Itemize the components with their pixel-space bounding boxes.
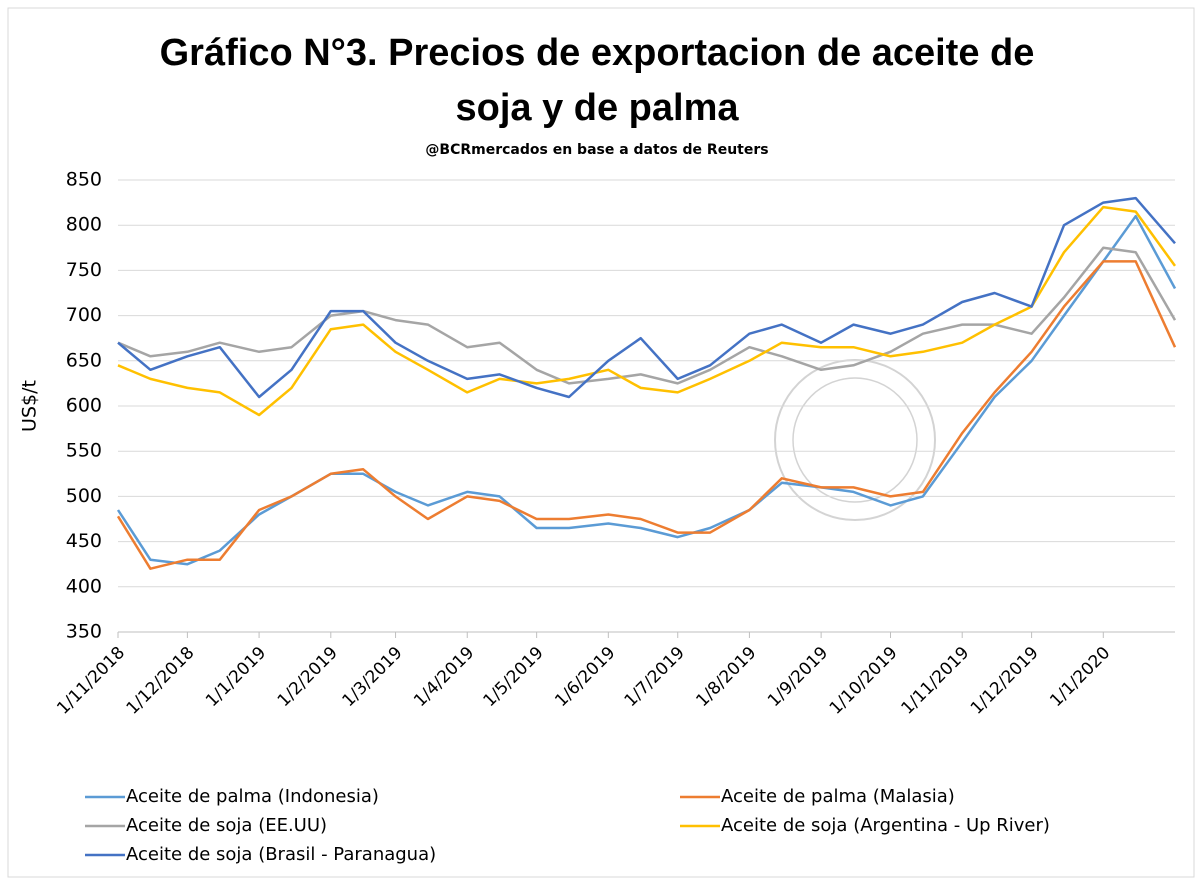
- y-tick-label: 550: [66, 440, 102, 462]
- y-tick-label: 850: [66, 169, 102, 191]
- legend-label: Aceite de soja (EE.UU): [126, 815, 327, 836]
- series-line: [117, 205, 1177, 417]
- legend-label: Aceite de palma (Indonesia): [126, 786, 379, 807]
- y-tick-label: 400: [66, 575, 102, 597]
- legend-label: Aceite de palma (Malasia): [721, 786, 955, 807]
- series-line: [116, 260, 1177, 570]
- legend-label: Aceite de soja (Argentina - Up River): [721, 815, 1050, 836]
- y-tick-label: 750: [66, 259, 102, 281]
- chart-subtitle: @BCRmercados en base a datos de Reuters: [425, 142, 768, 158]
- y-tick-label: 700: [66, 304, 102, 326]
- y-tick-label: 800: [66, 214, 102, 236]
- y-tick-label: 350: [66, 621, 102, 643]
- y-tick-label: 650: [66, 349, 102, 371]
- y-tick-label: 450: [66, 530, 102, 552]
- y-tick-label: 500: [66, 485, 102, 507]
- chart-title-line: soja y de palma: [455, 87, 739, 129]
- chart-frame: [7, 7, 1195, 878]
- chart-title: Gráfico N°3. Precios de exportacion de a…: [160, 32, 1035, 74]
- y-axis-label: US$/t: [19, 380, 41, 432]
- legend-label: Aceite de soja (Brasil - Paranagua): [126, 844, 436, 865]
- watermark: [774, 359, 936, 521]
- series-line: [117, 196, 1176, 399]
- y-tick-label: 600: [66, 395, 102, 417]
